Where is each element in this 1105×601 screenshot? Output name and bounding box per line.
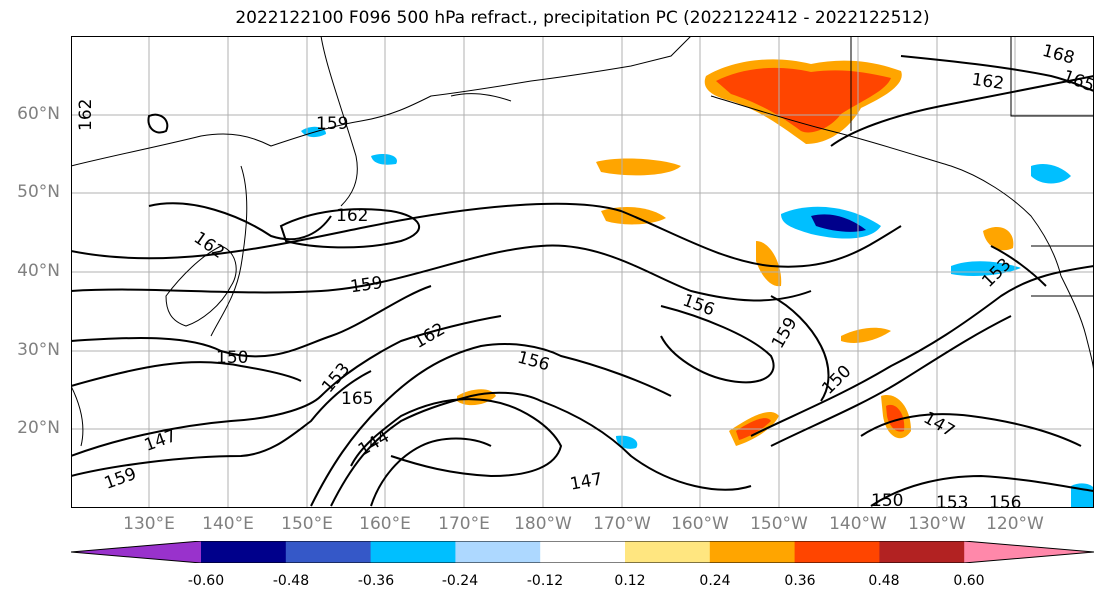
contour-label: 159 bbox=[349, 273, 384, 297]
colorbar-tick: 0.36 bbox=[784, 573, 816, 589]
coastlines bbox=[71, 36, 1094, 447]
colorbar-segment bbox=[455, 541, 541, 563]
colorbar-tick: 0.48 bbox=[868, 573, 900, 589]
contour-label: 147 bbox=[142, 426, 179, 456]
lon-label-150w: 150°W bbox=[750, 514, 808, 534]
colorbar-tick: -0.60 bbox=[187, 573, 225, 589]
colorbar-segment bbox=[794, 541, 880, 563]
lat-label-60n: 60°N bbox=[17, 104, 60, 124]
graticule bbox=[71, 36, 1094, 508]
contour-label: 159 bbox=[768, 314, 802, 352]
precip-bering bbox=[596, 158, 681, 176]
precip-shading bbox=[301, 59, 1094, 508]
colorbar-extend-low bbox=[71, 541, 201, 563]
contour-labels: 162 159 162 162 159 150 162 153 156 165 … bbox=[76, 41, 1094, 508]
contour-label: 168 bbox=[1040, 41, 1077, 69]
lon-label-180w: 180°W bbox=[514, 514, 572, 534]
contour-label: 147 bbox=[920, 408, 958, 442]
contour-label: 165 bbox=[1060, 66, 1094, 96]
colorbar-tick: 0.60 bbox=[953, 573, 985, 589]
colorbar-segment bbox=[285, 541, 372, 563]
contour-label: 165 bbox=[341, 389, 373, 409]
contour-label: 150 bbox=[216, 348, 248, 368]
contour-label: 162 bbox=[336, 206, 368, 226]
colorbar bbox=[71, 541, 1094, 563]
lon-label-120w: 120°W bbox=[986, 514, 1044, 534]
colorbar-tick: -0.24 bbox=[441, 573, 479, 589]
colorbar-tick: -0.12 bbox=[526, 573, 564, 589]
contour-label: 147 bbox=[569, 469, 604, 494]
contour-label: 153 bbox=[978, 255, 1015, 292]
lon-label-130w: 130°W bbox=[908, 514, 966, 534]
lat-label-30n: 30°N bbox=[17, 340, 60, 360]
colorbar-segments bbox=[71, 541, 1094, 563]
lon-label-170e: 170°E bbox=[438, 514, 490, 534]
contour-label: 150 bbox=[871, 491, 903, 508]
lon-label-130e: 130°E bbox=[123, 514, 175, 534]
map-frame bbox=[71, 36, 1094, 508]
colorbar-segment bbox=[370, 541, 456, 563]
colorbar-extend-high bbox=[964, 541, 1094, 563]
contour-label: 162 bbox=[411, 319, 449, 353]
map-title: 2022122100 F096 500 hPa refract., precip… bbox=[235, 8, 930, 28]
colorbar-segment bbox=[540, 541, 626, 563]
contour-label: 156 bbox=[989, 493, 1021, 508]
refractivity-contours bbox=[71, 55, 1094, 507]
contour-label: 159 bbox=[316, 114, 348, 134]
contour-label: 153 bbox=[936, 493, 968, 508]
lon-label-160w: 160°W bbox=[671, 514, 729, 534]
lon-label-170w: 170°W bbox=[593, 514, 651, 534]
colorbar-segment bbox=[709, 541, 796, 563]
contour-label: 162 bbox=[190, 228, 228, 263]
colorbar-segment bbox=[201, 541, 287, 563]
colorbar-tick: -0.48 bbox=[272, 573, 310, 589]
colorbar-tick: -0.36 bbox=[357, 573, 395, 589]
lon-label-140e: 140°E bbox=[202, 514, 254, 534]
map-panel: 162 159 162 162 159 150 162 153 156 165 … bbox=[71, 36, 1094, 508]
lon-label-160e: 160°E bbox=[359, 514, 411, 534]
lat-label-50n: 50°N bbox=[17, 182, 60, 202]
contour-label: 162 bbox=[970, 70, 1005, 94]
contour-label: 156 bbox=[515, 348, 552, 376]
lat-label-40n: 40°N bbox=[17, 261, 60, 281]
contour-label: 150 bbox=[818, 362, 855, 399]
contour-label: 162 bbox=[76, 99, 96, 131]
lon-label-150e: 150°E bbox=[281, 514, 333, 534]
lon-label-140w: 140°W bbox=[829, 514, 887, 534]
colorbar-tick: 0.24 bbox=[699, 573, 731, 589]
lat-label-20n: 20°N bbox=[17, 418, 60, 438]
colorbar-tick: 0.12 bbox=[614, 573, 646, 589]
colorbar-segment bbox=[625, 541, 711, 563]
colorbar-segment bbox=[879, 541, 965, 563]
